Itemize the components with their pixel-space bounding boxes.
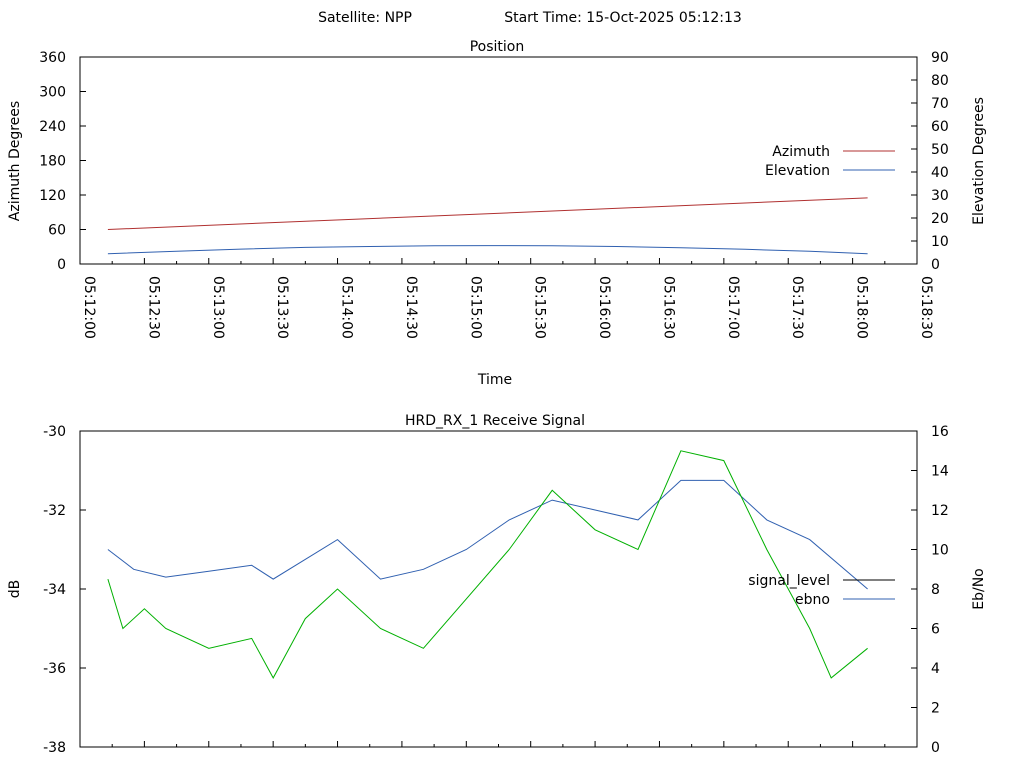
y-tick-label-left: 180 <box>39 154 66 170</box>
legend-label: Azimuth <box>772 144 830 160</box>
y-tick-label-right: 90 <box>931 50 949 66</box>
y-tick-label-left: -30 <box>43 424 66 440</box>
satellite-label: Satellite: NPP <box>318 10 412 26</box>
y-tick-label-right: 10 <box>931 234 949 250</box>
x-tick-label: 05:17:30 <box>789 276 805 339</box>
x-tick-label: 05:12:30 <box>145 276 161 339</box>
y-tick-label-left: 240 <box>39 119 66 135</box>
legend-label: ebno <box>795 592 830 608</box>
y-tick-label-left: 300 <box>39 85 66 101</box>
y-tick-label-right: 6 <box>931 622 940 638</box>
y-tick-label-right: 4 <box>931 661 940 677</box>
y-tick-label-right: 2 <box>931 701 940 717</box>
y-tick-label-left: 360 <box>39 50 66 66</box>
x-tick-label: 05:13:30 <box>274 276 290 339</box>
x-tick-label: 05:15:30 <box>532 276 548 339</box>
y-tick-label-right: 70 <box>931 96 949 112</box>
y-tick-label-right: 10 <box>931 543 949 559</box>
y-tick-label-left: -36 <box>43 661 66 677</box>
y-tick-label-left: -38 <box>43 740 66 756</box>
y-tick-label-left: 120 <box>39 188 66 204</box>
x-tick-label: 05:17:00 <box>725 276 741 339</box>
series-line <box>107 245 868 255</box>
x-tick-label: 05:14:00 <box>339 276 355 339</box>
chart-title: Position <box>470 39 525 55</box>
series-line <box>107 450 868 679</box>
axis-label-right: Elevation Degrees <box>971 97 987 225</box>
x-tick-label: 05:12:00 <box>81 276 97 339</box>
y-tick-label-right: 80 <box>931 73 949 89</box>
axis-label-x: Time <box>477 372 512 388</box>
axis-label-right: Eb/No <box>971 568 987 610</box>
axis-label-left: dB <box>7 580 23 599</box>
axis-label-left: Azimuth Degrees <box>7 101 23 221</box>
y-tick-label-right: 40 <box>931 165 949 181</box>
x-tick-label: 05:15:00 <box>467 276 483 339</box>
y-tick-label-right: 30 <box>931 188 949 204</box>
y-tick-label-left: -32 <box>43 503 66 519</box>
chart-title: HRD_RX_1 Receive Signal <box>405 413 585 429</box>
position-chart: Position Azimuth Degrees Elevation Degre… <box>7 39 987 388</box>
y-tick-label-right: 16 <box>931 424 949 440</box>
legend-label: signal_level <box>748 573 830 589</box>
legend-label: Elevation <box>765 163 830 179</box>
y-tick-label-right: 8 <box>931 582 940 598</box>
start-time-label: Start Time: 15-Oct-2025 05:12:13 <box>504 10 742 26</box>
y-tick-label-right: 60 <box>931 119 949 135</box>
receive-signal-chart: HRD_RX_1 Receive Signal dB Eb/No -38 -36 -… <box>7 413 987 756</box>
y-tick-label-right: 0 <box>931 257 940 273</box>
plot-frame <box>79 430 918 748</box>
x-tick-label: 05:13:00 <box>210 276 226 339</box>
x-tick-label: 05:18:00 <box>854 276 870 339</box>
plot-frame <box>79 56 918 265</box>
y-tick-label-right: 0 <box>931 740 940 756</box>
y-tick-label-left: -34 <box>43 582 66 598</box>
series-line <box>107 197 868 230</box>
y-tick-label-right: 20 <box>931 211 949 227</box>
x-tick-label: 05:18:30 <box>918 276 934 339</box>
y-tick-label-right: 14 <box>931 464 949 480</box>
series-line <box>107 479 868 590</box>
y-tick-label-right: 50 <box>931 142 949 158</box>
x-tick-label: 05:16:30 <box>660 276 676 339</box>
y-tick-label-left: 0 <box>57 257 66 273</box>
x-tick-label: 05:14:30 <box>403 276 419 339</box>
y-tick-label-left: 60 <box>48 223 66 239</box>
y-tick-label-right: 12 <box>931 503 949 519</box>
x-tick-label: 05:16:00 <box>596 276 612 339</box>
